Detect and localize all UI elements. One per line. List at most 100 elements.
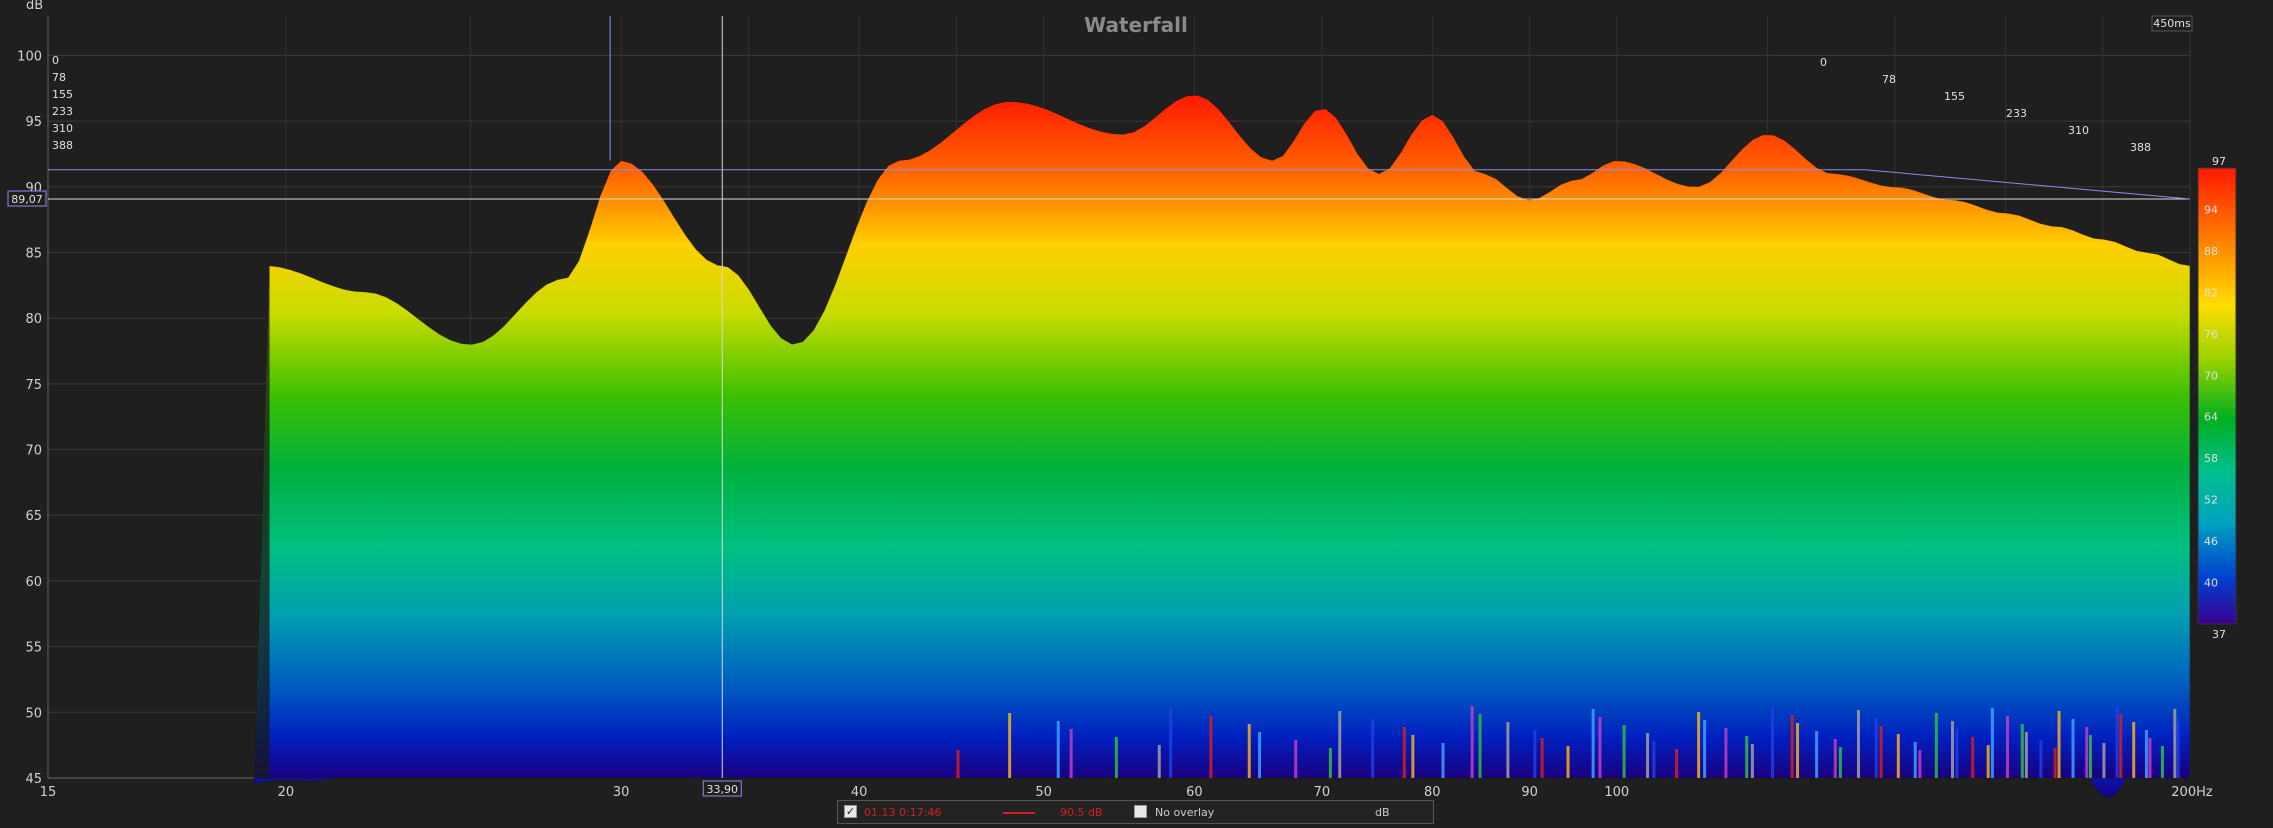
overlay-bar: [1591, 709, 1595, 778]
overlay-bar: [1069, 729, 1073, 778]
y-tick-label: 70: [25, 444, 42, 459]
overlay-bar: [2102, 743, 2106, 778]
cursor-x-label: 33,90: [707, 783, 739, 796]
x-tick-label: 90: [1521, 785, 1538, 800]
overlay-bar: [2039, 740, 2043, 778]
colorbar-tick-label: 37: [2212, 628, 2226, 641]
overlay-bar: [1896, 734, 1900, 778]
colorbar-tick-label: 88: [2204, 245, 2218, 258]
x-tick-label: 40: [851, 785, 868, 800]
overlay-bar: [2005, 716, 2009, 778]
overlay-bar: [1533, 730, 1537, 778]
overlay-bar: [1971, 737, 1975, 778]
overlay-bar: [1750, 744, 1754, 778]
overlay-bar: [1745, 736, 1749, 778]
overlay-bar: [2119, 714, 2123, 778]
y-tick-label: 80: [25, 312, 42, 327]
overlay-bar: [1833, 739, 1837, 778]
overlay-bar: [1441, 743, 1445, 778]
time-slice-label-right: 78: [1882, 73, 1896, 86]
overlay-bar: [2088, 735, 2092, 778]
overlay-bars: [956, 706, 2180, 778]
overlay-bar: [1328, 748, 1332, 778]
overlay-bar: [1258, 732, 1262, 778]
overlay-bar: [1918, 750, 1922, 778]
waterfall-slice: [268, 94, 2191, 779]
time-slice-label-left: 155: [52, 88, 73, 101]
svg-text:450ms: 450ms: [2153, 17, 2191, 30]
overlay-bar: [1598, 717, 1602, 778]
trace-value: 90.5 dB: [1060, 806, 1103, 819]
colorbar-tick-label: 76: [2204, 328, 2218, 341]
overlay-bar: [1402, 727, 1406, 778]
colorbar-tick-label: 82: [2204, 286, 2218, 299]
overlay-bar: [1874, 718, 1878, 778]
x-tick-label: 200Hz: [2171, 785, 2213, 800]
y-tick-label: 60: [25, 575, 42, 590]
legend-bar: ✓ 01.13 0:17:46 90.5 dB No overlay dB: [837, 800, 1434, 824]
overlay-bar: [1879, 726, 1883, 778]
overlay-bar: [1506, 722, 1510, 778]
overlay-bar: [1411, 735, 1415, 778]
overlay-checkbox[interactable]: [1134, 805, 1147, 818]
cursor-y-box: [7, 190, 47, 207]
overlay-bar: [1771, 707, 1775, 778]
colorbar-tick-label: 58: [2204, 452, 2218, 465]
x-tick-label: 80: [1424, 785, 1441, 800]
overlay-bar: [1478, 714, 1482, 778]
time-slice-label-right: 233: [2006, 107, 2027, 120]
trace-checkbox[interactable]: ✓: [844, 805, 857, 818]
y-tick-label: 45: [25, 772, 42, 787]
y-tick-label: 55: [25, 641, 42, 656]
colorbar-tick-label: 52: [2204, 494, 2218, 507]
overlay-bar: [1703, 720, 1707, 778]
overlay-bar: [2057, 711, 2061, 778]
trace-line-sample: [1003, 812, 1035, 814]
overlay-bar: [1955, 729, 1959, 778]
time-slice-label-right: 388: [2130, 141, 2151, 154]
y-tick-label: 75: [25, 378, 42, 393]
overlay-unit: dB: [1375, 806, 1390, 819]
overlay-bar: [1675, 749, 1679, 778]
overlay-bar: [2020, 724, 2024, 778]
overlay-bar: [1697, 712, 1701, 778]
y-tick-label: 95: [25, 115, 42, 130]
time-slice-label-left: 0: [52, 54, 59, 67]
overlay-bar: [1856, 710, 1860, 778]
trace-label: 01.13 0:17:46: [864, 806, 942, 819]
colorbar-tick-label: 46: [2204, 535, 2218, 548]
overlay-bar: [1796, 723, 1800, 778]
cursor-y-label: 89,07: [11, 193, 43, 206]
time-slice-label-left: 233: [52, 105, 73, 118]
overlay-bar: [2176, 717, 2180, 778]
overlay-bar: [1986, 745, 1990, 778]
axes: 45 50 55 60 65 70 75 80 85 90 95 100 15 20 30 40 50 60 70 8…: [17, 49, 2213, 800]
overlay-bar: [1951, 721, 1955, 778]
overlay-bar: [2173, 709, 2177, 778]
overlay-bar: [2053, 748, 2057, 778]
time-slice-label-left: 78: [52, 71, 66, 84]
overlay-bar: [1294, 740, 1298, 778]
overlay-bar: [1622, 725, 1626, 778]
peak-level-line-3d: [1864, 169, 2191, 200]
time-slice-label-right: 0: [1820, 56, 1827, 69]
overlay-bar: [1114, 737, 1118, 778]
overlay-bar: [1724, 728, 1728, 778]
overlay-bar: [1338, 711, 1342, 778]
colorbar-tick-label: 40: [2204, 577, 2218, 590]
x-tick-label: 100: [1604, 785, 1629, 800]
cursor-x-box: [702, 780, 742, 797]
overlay-bar: [1540, 738, 1544, 778]
y-tick-label: 50: [25, 706, 42, 721]
overlay-bar: [1566, 746, 1570, 778]
cursor-crosshair[interactable]: 89,07 33,90: [7, 16, 2191, 797]
overlay-bar: [1790, 715, 1794, 778]
overlay-bar: [2024, 732, 2028, 778]
colorbar-tick-label: 64: [2204, 411, 2218, 424]
overlay-bar: [1934, 713, 1938, 778]
overlay-bar: [1157, 745, 1161, 778]
time-slice-label-left: 388: [52, 139, 73, 152]
overlay-bar: [2160, 746, 2164, 778]
time-max-label: 450ms: [2151, 15, 2193, 32]
